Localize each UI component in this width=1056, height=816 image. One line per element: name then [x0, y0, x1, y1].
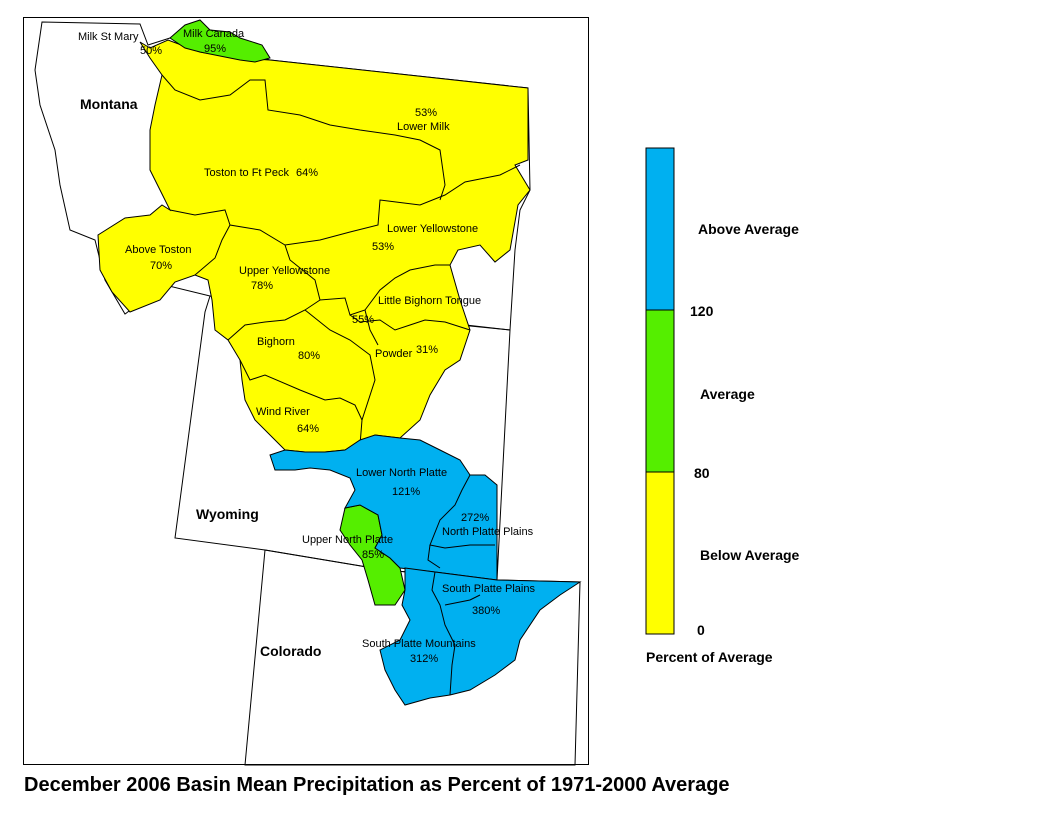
basin-name-south-platte-plains: South Platte Plains: [442, 583, 535, 595]
legend-label-average: Average: [700, 386, 755, 402]
basin-name-little-bighorn-tongue: Little Bighorn Tongue: [378, 295, 481, 307]
basin-name-toston-ft-peck: Toston to Ft Peck: [204, 167, 289, 179]
basin-name-bighorn: Bighorn: [257, 336, 295, 348]
legend-swatch-above: [645, 147, 675, 311]
basin-labels: Milk St Mary 50% Milk Canada 95% 53% Low…: [78, 28, 535, 665]
legend-swatch-below: [645, 471, 675, 635]
state-label-colorado: Colorado: [260, 643, 321, 659]
basin-value-south-platte-plains: 380%: [472, 605, 500, 617]
basin-name-powder: Powder: [375, 348, 413, 360]
basin-value-toston-ft-peck: 64%: [296, 167, 318, 179]
basins-below-average: [97, 39, 531, 453]
basin-value-south-platte-mountains: 312%: [410, 653, 438, 665]
basin-value-lower-milk: 53%: [415, 107, 437, 119]
basin-name-south-platte-mountains: South Platte Mountains: [362, 638, 476, 650]
basin-name-lower-north-platte: Lower North Platte: [356, 467, 447, 479]
basin-name-milk-canada: Milk Canada: [183, 28, 245, 40]
basin-name-milk-st-mary: Milk St Mary: [78, 31, 139, 43]
basin-value-little-bighorn-tongue: 55%: [352, 314, 374, 326]
basin-name-above-toston: Above Toston: [125, 244, 191, 256]
basin-name-north-platte-plains: North Platte Plains: [442, 526, 534, 538]
basin-value-lower-yellowstone: 53%: [372, 241, 394, 253]
legend-title: Percent of Average: [646, 649, 773, 665]
state-label-wyoming: Wyoming: [196, 506, 259, 522]
basin-value-lower-north-platte: 121%: [392, 486, 420, 498]
basin-value-upper-yellowstone: 78%: [251, 280, 273, 292]
basin-value-upper-north-platte: 85%: [362, 549, 384, 561]
basin-value-milk-st-mary: 50%: [140, 45, 162, 57]
basin-name-upper-north-platte: Upper North Platte: [302, 534, 393, 546]
legend-tick-0: 0: [697, 622, 705, 638]
basin-name-lower-yellowstone: Lower Yellowstone: [387, 223, 478, 235]
legend-label-above: Above Average: [698, 221, 799, 237]
legend-tick-80: 80: [694, 465, 710, 481]
legend-tick-120: 120: [690, 303, 714, 319]
legend-label-below: Below Average: [700, 547, 800, 563]
basin-region-milk-canada: [169, 19, 271, 63]
basin-value-north-platte-plains: 272%: [461, 512, 489, 524]
basin-name-lower-milk: Lower Milk: [397, 121, 450, 133]
basin-value-powder: 31%: [416, 344, 438, 356]
basin-name-wind-river: Wind River: [256, 406, 310, 418]
state-label-montana: Montana: [80, 96, 138, 112]
state-labels: Montana Wyoming Colorado: [80, 96, 321, 659]
basin-value-milk-canada: 95%: [204, 43, 226, 55]
basin-value-wind-river: 64%: [297, 423, 319, 435]
basin-value-bighorn: 80%: [298, 350, 320, 362]
map-title: December 2006 Basin Mean Precipitation a…: [24, 774, 730, 796]
legend: Above Average Average Below Average 120 …: [645, 147, 800, 665]
basin-value-above-toston: 70%: [150, 260, 172, 272]
legend-swatch-average: [645, 309, 675, 473]
basins-above-average: [269, 434, 582, 706]
basin-name-upper-yellowstone: Upper Yellowstone: [239, 265, 330, 277]
